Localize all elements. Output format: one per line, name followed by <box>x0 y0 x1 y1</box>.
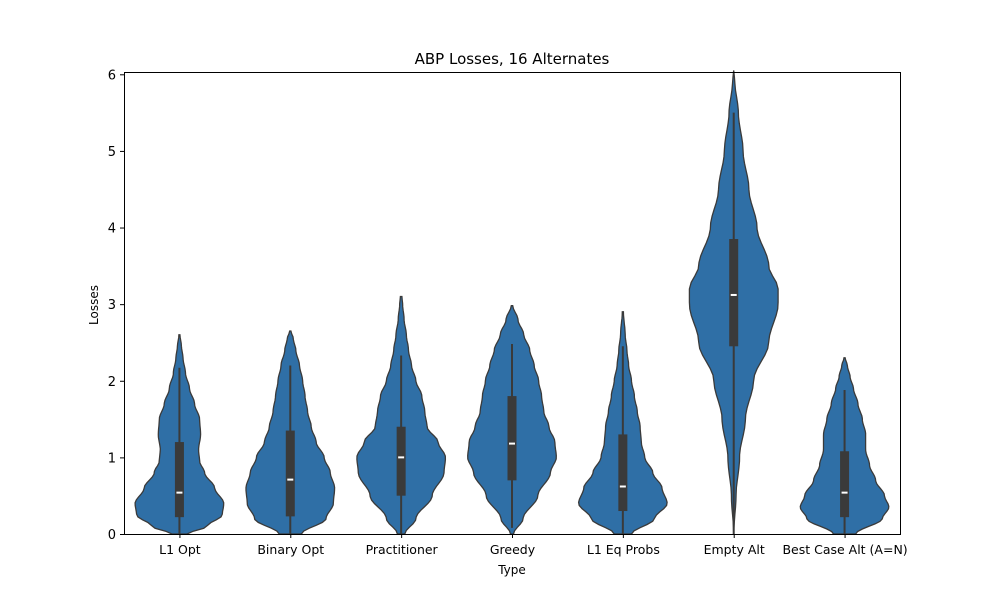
x-tick-label: Binary Opt <box>257 542 324 557</box>
violin-iqr-box <box>285 430 295 517</box>
y-tick-label: 5 <box>108 145 116 160</box>
x-tick-label: L1 Opt <box>159 542 201 557</box>
x-axis-label: Type <box>497 563 526 577</box>
y-tick-label: 2 <box>108 375 116 390</box>
violin-1 <box>245 330 336 535</box>
violin-2 <box>356 295 447 535</box>
violin-iqr-box <box>840 451 850 518</box>
plot-frame <box>124 72 901 535</box>
x-axis: L1 Opt Binary Opt Practitioner Greedy L1 Eq … <box>159 534 908 557</box>
violin-6 <box>799 357 890 535</box>
violin-4 <box>577 311 668 535</box>
x-tick-label: Best Case Alt (A=N) <box>782 542 907 557</box>
chart-title: ABP Losses, 16 Alternates <box>415 50 610 68</box>
x-tick-label: L1 Eq Probs <box>587 542 660 557</box>
y-tick-label: 6 <box>108 68 116 83</box>
x-tick-label: Empty Alt <box>704 542 765 557</box>
y-tick-label: 4 <box>108 222 116 237</box>
x-tick-label: Practitioner <box>366 542 439 557</box>
y-tick-label: 3 <box>108 298 116 313</box>
violin-iqr-box <box>618 434 628 512</box>
y-axis-label: Losses <box>87 285 101 325</box>
violin-0 <box>134 334 225 535</box>
violin-iqr-box <box>174 442 184 518</box>
violin-iqr-box <box>396 426 406 496</box>
x-tick-label: Greedy <box>490 542 536 557</box>
violin-5 <box>688 70 779 535</box>
y-tick-label: 0 <box>108 528 116 543</box>
y-axis: 0 1 2 3 4 5 6 <box>108 68 124 543</box>
violin-iqr-box <box>507 396 517 481</box>
violin-3 <box>467 305 557 535</box>
violin-iqr-box <box>729 239 739 347</box>
violin-group <box>134 70 890 535</box>
y-tick-label: 1 <box>108 451 116 466</box>
